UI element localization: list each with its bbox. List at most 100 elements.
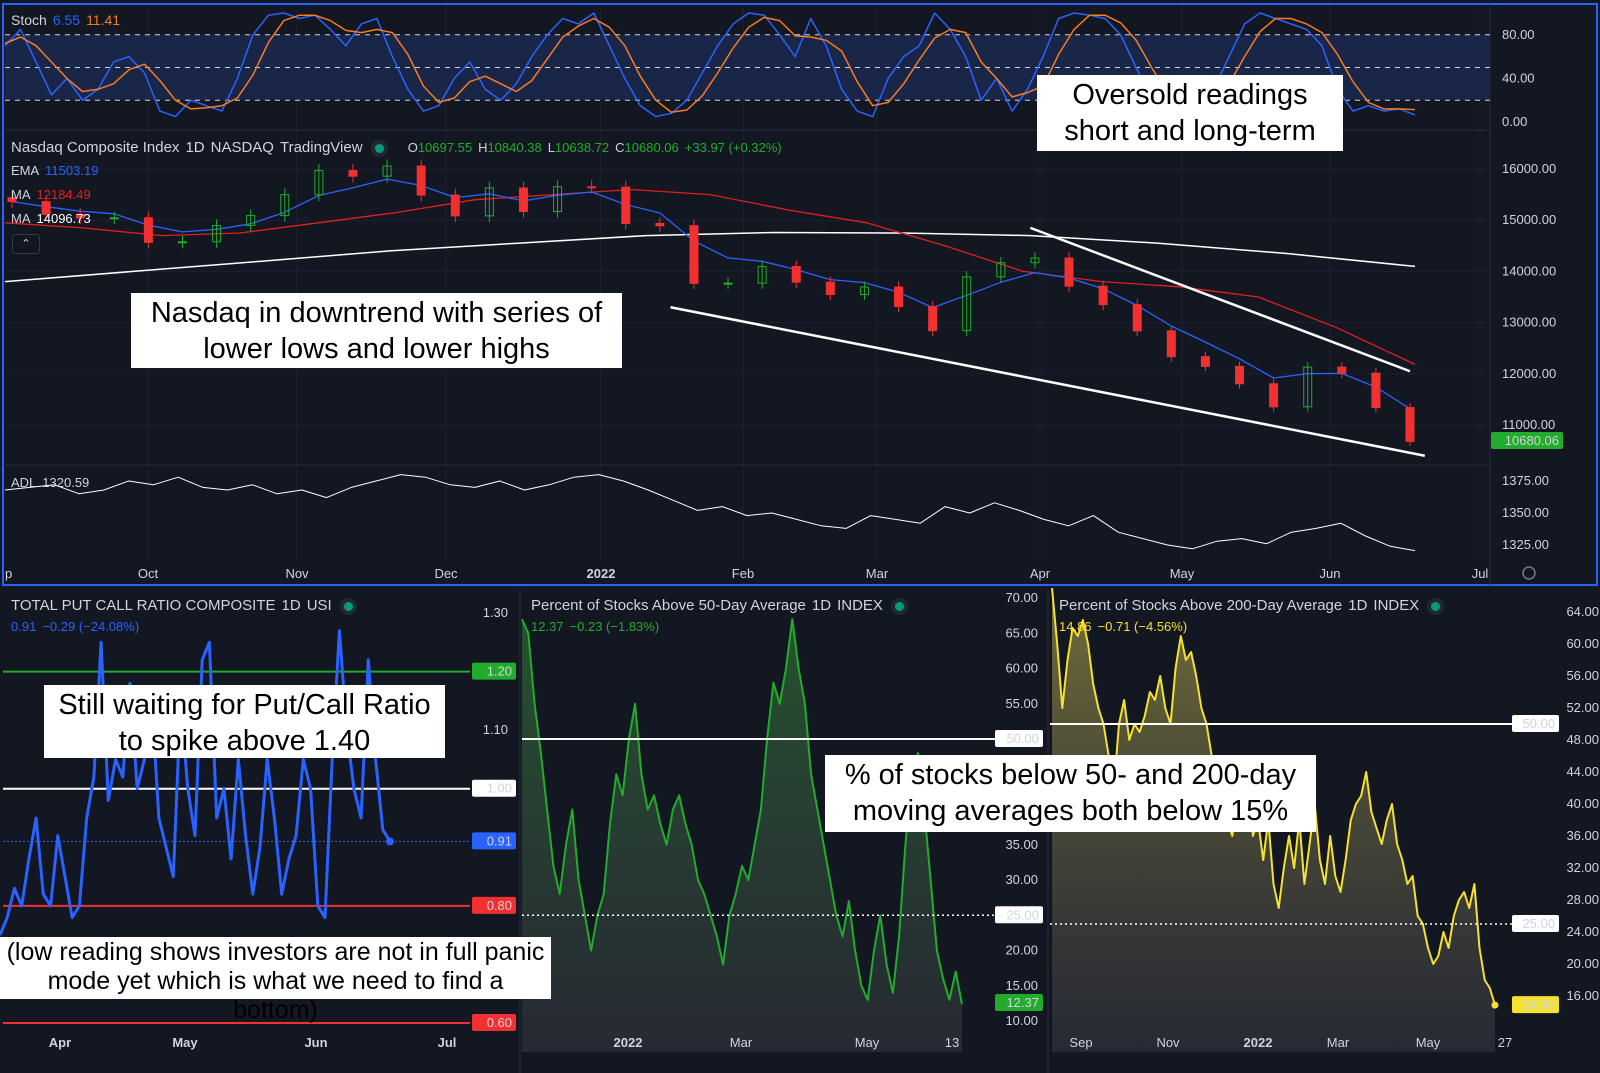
- pct200-axis-label: 44.00: [1566, 764, 1599, 779]
- stoch-axis-label: 80.00: [1502, 27, 1535, 42]
- time-axis-label: Nov: [285, 566, 309, 581]
- symbol-title[interactable]: Nasdaq Composite Index: [11, 139, 180, 156]
- time-axis-label: 2022: [1244, 1035, 1273, 1050]
- pct200-title[interactable]: Percent of Stocks Above 200-Day Average: [1059, 597, 1343, 614]
- time-axis-label: 13: [945, 1035, 959, 1050]
- candle: [1064, 257, 1074, 287]
- time-axis-label: May: [1170, 566, 1195, 581]
- trendline: [1029, 226, 1411, 373]
- candle: [996, 262, 1006, 278]
- candle: [177, 241, 187, 244]
- change-value: +33.97 (+0.32%): [684, 140, 782, 155]
- status-dot: [894, 601, 904, 611]
- settings-gear-icon[interactable]: [1522, 566, 1536, 580]
- level-tag-bg: [1512, 915, 1559, 932]
- pct200-line-area: [1052, 588, 1495, 1052]
- time-axis-label: Apr: [49, 1035, 71, 1050]
- candle: [314, 169, 324, 196]
- candle: [1098, 285, 1108, 306]
- pct200-axis-label: 52.00: [1566, 700, 1599, 715]
- pct50-title[interactable]: Percent of Stocks Above 50-Day Average: [531, 597, 806, 614]
- putcall-value-tag: 0.91: [487, 833, 512, 848]
- time-axis-label: Mar: [866, 566, 889, 581]
- pct200-axis-label: 24.00: [1566, 924, 1599, 939]
- ema-value: 11503.19: [45, 163, 99, 178]
- candle: [723, 282, 733, 285]
- annotation-breadth: % of stocks below 50- and 200-day moving…: [825, 755, 1316, 832]
- ohlc: O10697.55 H10840.38 L10638.72 C10680.06 +33.…: [408, 140, 788, 155]
- putcall-axis-label: 1.30: [483, 605, 508, 620]
- adl-value: 1320.59: [42, 475, 90, 490]
- putcall-title[interactable]: TOTAL PUT CALL RATIO COMPOSITE: [11, 597, 276, 614]
- time-axis-label: Jul: [1472, 566, 1489, 581]
- candle: [109, 217, 119, 220]
- time-axis-label-partial: p: [5, 566, 12, 581]
- candle: [518, 187, 528, 213]
- level-tag: 1.20: [487, 664, 512, 679]
- time-axis-label: May: [172, 1035, 198, 1050]
- candle: [553, 186, 563, 213]
- candle: [143, 217, 153, 243]
- candle: [382, 165, 392, 177]
- ma50-label: MA: [11, 187, 31, 202]
- stoch-axis-label: 0.00: [1502, 114, 1527, 129]
- time-axis-label: Mar: [1327, 1035, 1350, 1050]
- time-axis-label: Oct: [138, 566, 159, 581]
- candle: [825, 281, 835, 296]
- pct200-axis-label: 56.00: [1566, 668, 1599, 683]
- pct200-line: [1051, 587, 1496, 1006]
- stoch-legend: Stoch 6.55 11.41: [11, 12, 126, 28]
- candle: [212, 224, 222, 243]
- stoch-axis-label: 40.00: [1502, 71, 1535, 86]
- candle: [1235, 365, 1245, 385]
- level-tag-bg: [1512, 715, 1559, 732]
- candle: [894, 286, 904, 308]
- putcall-interval: 1D: [281, 597, 301, 614]
- pct200-value-tag-bg: [1512, 996, 1559, 1014]
- market-status-dot: [374, 143, 384, 153]
- annotation-oversold: Oversold readings short and long-term: [1037, 75, 1343, 151]
- pct50-legend: Percent of Stocks Above 50-Day Average 1D…: [531, 597, 910, 614]
- candle: [75, 213, 85, 219]
- pct50-axis-label: 55.00: [1005, 696, 1038, 711]
- time-axis-label: Jun: [1320, 566, 1341, 581]
- ema-label: EMA: [11, 163, 40, 178]
- ma200-label: MA: [11, 211, 31, 226]
- pct50-values: 12.37 −0.23 (−1.83%): [531, 619, 665, 634]
- time-axis-label: Apr: [1030, 566, 1051, 581]
- pct50-value-tag-bg: [995, 994, 1043, 1011]
- adl-axis-label: 1350.00: [1502, 505, 1549, 520]
- pct50-axis-label: 15.00: [1005, 978, 1038, 993]
- time-axis-label: May: [1416, 1035, 1441, 1050]
- level-tag: 0.80: [487, 898, 512, 913]
- adl-legend: ADL 1320.59: [11, 475, 95, 490]
- annotation-low-reading: (low reading shows investors are not in …: [0, 937, 551, 1024]
- ma50-legend[interactable]: MA 12184.49: [11, 187, 97, 202]
- collapse-legend-button[interactable]: ⌃: [12, 234, 40, 254]
- interval[interactable]: 1D: [185, 139, 205, 156]
- ema-legend[interactable]: EMA 11503.19: [11, 163, 104, 178]
- putcall-legend: TOTAL PUT CALL RATIO COMPOSITE 1D USI: [11, 597, 359, 614]
- putcall-axis-label: 1.10: [483, 722, 508, 737]
- pct50-axis-label: 65.00: [1005, 625, 1038, 640]
- pct200-values: 14.86 −0.71 (−4.56%): [1059, 619, 1193, 634]
- level-tag-bg: [995, 906, 1043, 924]
- pct50-exchange: INDEX: [837, 597, 883, 614]
- time-axis-label: 27: [1498, 1035, 1512, 1050]
- candle: [450, 194, 460, 217]
- close-value: 10680.06: [624, 140, 679, 155]
- time-axis-label: 2022: [587, 566, 616, 581]
- ma200-value: 14096.73: [36, 211, 91, 226]
- pct200-legend: Percent of Stocks Above 200-Day Average 1…: [1059, 597, 1446, 614]
- pct200-change: −0.71 (−4.56%): [1097, 619, 1188, 634]
- adl-line: [4, 474, 1416, 552]
- pct50-line: [521, 618, 963, 1005]
- annotation-downtrend: Nasdaq in downtrend with series of lower…: [131, 293, 622, 368]
- candle: [621, 186, 631, 224]
- pct200-axis-label: 48.00: [1566, 732, 1599, 747]
- candle: [348, 169, 358, 177]
- candle: [280, 194, 290, 217]
- ma200-legend[interactable]: MA 14096.73: [11, 211, 97, 226]
- candle: [689, 225, 699, 284]
